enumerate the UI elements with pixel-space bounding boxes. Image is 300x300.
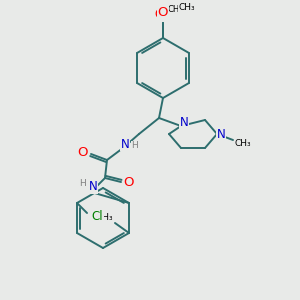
- Text: CH₃: CH₃: [97, 212, 113, 221]
- Text: N: N: [121, 137, 129, 151]
- Text: O: O: [124, 176, 134, 188]
- Text: O: O: [158, 5, 168, 19]
- Text: O: O: [78, 146, 88, 160]
- Text: N: N: [88, 181, 98, 194]
- Text: N: N: [217, 128, 225, 140]
- Text: H: H: [132, 142, 138, 151]
- Text: CH₃: CH₃: [235, 140, 251, 148]
- Text: CH₃: CH₃: [179, 4, 195, 13]
- Text: N: N: [180, 116, 188, 128]
- Text: Cl: Cl: [91, 211, 103, 224]
- Text: H: H: [80, 179, 86, 188]
- Text: CH₃: CH₃: [167, 5, 183, 14]
- Text: O: O: [154, 8, 164, 22]
